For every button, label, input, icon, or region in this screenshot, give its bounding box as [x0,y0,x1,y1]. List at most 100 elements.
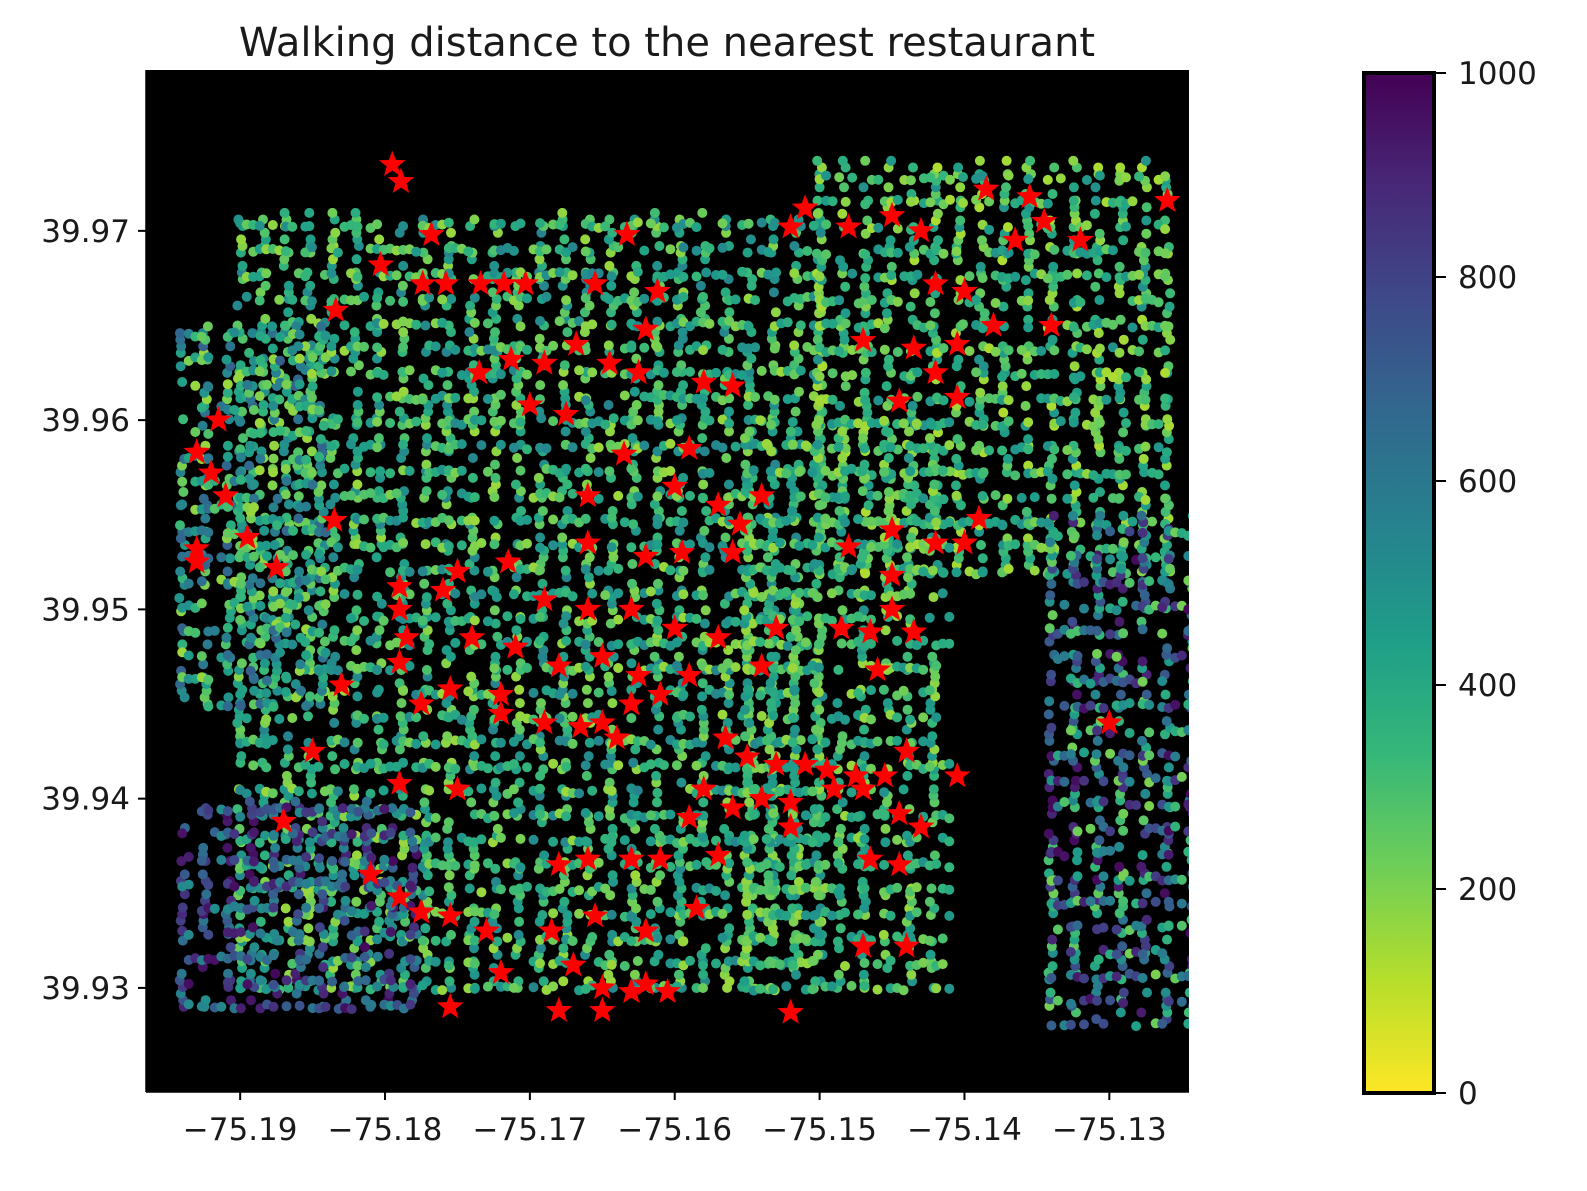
distance-point [768,287,779,298]
distance-point [450,392,461,403]
distance-point [671,415,682,426]
distance-point [1049,162,1060,173]
distance-point [911,418,922,429]
distance-point [769,343,780,354]
distance-point [866,295,877,305]
distance-point [674,525,685,536]
distance-point [730,762,741,773]
distance-point [744,717,755,728]
distance-point [847,370,858,381]
distance-point [645,884,656,895]
distance-point [835,255,845,266]
distance-point [274,294,285,305]
distance-point [665,934,676,945]
distance-point [1002,453,1013,464]
distance-point [676,777,687,788]
distance-point [678,292,689,302]
distance-point [178,487,189,497]
distance-point [482,858,493,869]
distance-point [795,491,806,502]
distance-point [678,517,689,528]
distance-point [791,625,801,636]
distance-point [834,172,845,183]
distance-point [1153,469,1164,480]
distance-point [236,658,247,669]
distance-point [632,491,643,502]
distance-point [508,589,519,600]
distance-point [750,295,761,306]
distance-point [489,810,500,821]
distance-point [984,445,995,456]
distance-point [631,400,642,410]
distance-point [626,342,637,353]
distance-point [421,459,432,470]
distance-point [476,734,487,745]
distance-point [812,208,823,219]
distance-point [769,394,780,405]
distance-point [398,260,409,271]
distance-point [303,923,314,934]
distance-point [376,598,387,609]
distance-point [880,823,891,834]
distance-point [378,712,389,723]
distance-point [704,564,715,575]
distance-point [787,439,798,450]
distance-point [202,321,213,332]
distance-point [254,562,265,573]
distance-point [1049,369,1060,379]
distance-point [1081,344,1092,355]
distance-point [908,162,918,173]
distance-point [912,391,923,402]
distance-point [365,488,376,499]
distance-point [881,308,892,319]
distance-point [373,724,384,735]
distance-point [254,391,265,402]
distance-point [652,539,663,550]
distance-point [812,155,823,166]
distance-point [654,241,665,251]
distance-point [446,227,456,238]
distance-point [859,823,870,834]
distance-point [1094,343,1105,354]
distance-point [883,487,894,497]
distance-point [898,418,909,429]
distance-point [584,737,595,748]
distance-point [351,850,362,861]
distance-point [482,466,493,477]
distance-point [834,506,845,516]
distance-point [232,300,243,311]
distance-point [958,319,968,330]
distance-point [717,269,728,280]
distance-point [881,426,891,437]
distance-point [859,834,870,845]
distance-point [1010,539,1021,550]
distance-point [352,625,363,636]
distance-point [678,271,689,282]
distance-point [905,714,916,725]
distance-point [882,698,893,709]
distance-point [536,698,546,709]
distance-point [739,605,750,616]
distance-point [430,612,441,623]
distance-point [1118,407,1129,418]
distance-point [437,489,448,500]
distance-point [394,744,405,755]
distance-point [580,426,591,437]
distance-point [639,293,650,304]
distance-point [1047,334,1058,345]
distance-point [535,737,545,748]
distance-point [840,907,850,918]
distance-point [632,415,643,426]
distance-point [404,566,415,577]
distance-point [951,490,962,501]
distance-point [997,519,1008,530]
distance-point [541,291,552,302]
distance-point [977,491,988,501]
distance-point [619,835,630,846]
distance-point [567,242,578,253]
distance-point [629,386,640,397]
distance-point [533,472,544,483]
distance-point [1068,182,1079,193]
distance-point [1049,244,1060,255]
distance-point [419,797,430,808]
